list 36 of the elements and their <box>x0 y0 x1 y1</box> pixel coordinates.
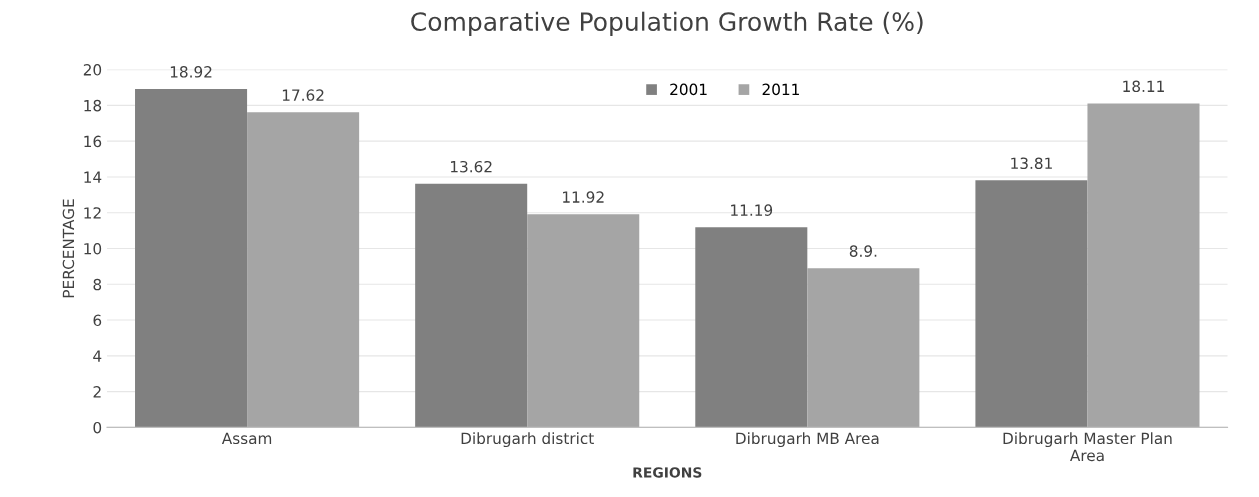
x-tick-label: Assam <box>221 432 272 445</box>
bar <box>807 268 920 428</box>
y-axis-title: PERCENTAGE <box>62 199 75 298</box>
x-tick-label: Dibrugarh MB Area <box>736 432 879 448</box>
y-tick-label: 0 <box>93 421 102 434</box>
data-label: 18.11 <box>1123 80 1164 93</box>
data-label: 11.19 <box>731 204 773 216</box>
bar <box>135 88 248 428</box>
y-tick-label: 18 <box>84 99 102 112</box>
bar <box>975 180 1088 428</box>
data-label: 18.92 <box>170 66 212 78</box>
x-tick-label: Dibrugarh district <box>461 432 594 448</box>
chart-title: Comparative Population Growth Rate (%) <box>411 11 923 36</box>
y-tick-label: 20 <box>83 64 102 76</box>
y-tick-label: 14 <box>84 171 102 183</box>
y-tick-label: 16 <box>84 135 102 148</box>
y-tick-label: 10 <box>84 242 102 255</box>
legend-label: 2001 <box>670 83 707 96</box>
data-label: 13.62 <box>450 160 492 173</box>
bar <box>527 214 640 428</box>
y-tick-label: 6 <box>93 314 102 327</box>
data-label: 13.81 <box>1011 157 1052 170</box>
y-tick-label: 4 <box>93 350 102 362</box>
data-label: 8.9. <box>849 245 877 257</box>
y-tick-label: 8 <box>93 278 102 291</box>
data-label: 11.92 <box>563 191 604 203</box>
x-axis-title: REGIONS <box>633 467 702 478</box>
legend-label: 2011 <box>762 83 799 96</box>
x-tick-label: Dibrugarh Master Plan Area <box>1003 432 1172 462</box>
bar <box>247 112 360 428</box>
y-tick-label: 12 <box>84 207 101 219</box>
data-label: 17.62 <box>282 89 324 101</box>
bar <box>1087 103 1200 428</box>
bar <box>415 183 528 428</box>
bar <box>695 227 808 428</box>
y-tick-label: 2 <box>93 386 101 398</box>
